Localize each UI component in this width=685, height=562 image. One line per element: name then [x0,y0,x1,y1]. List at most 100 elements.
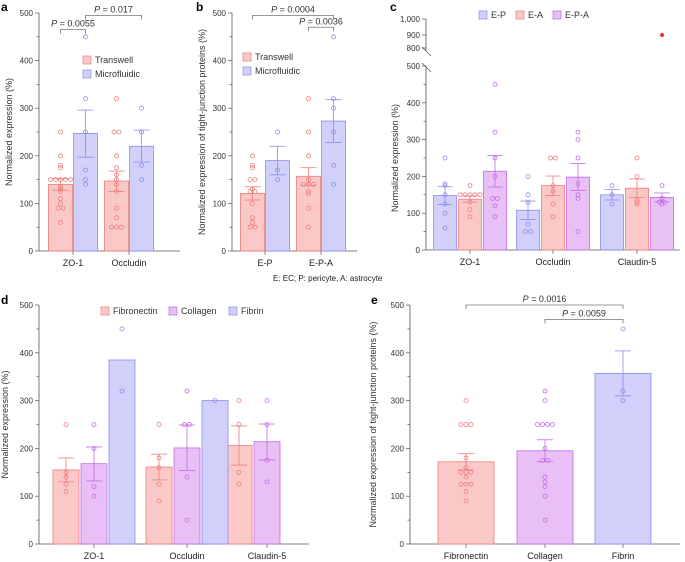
footnote: E: EC; P: pericyte, A: astrocyte [273,274,383,283]
p-value-label: P = 0.017 [94,4,133,14]
data-point [139,162,144,168]
data-point [184,517,190,523]
y-tick-label: 0 [222,247,227,256]
y-tick-label: 100 [20,199,34,208]
legend-swatch-microfluidic [82,69,92,79]
data-point [542,474,548,480]
data-point [467,183,473,189]
data-point [553,155,558,161]
data-point [457,192,463,198]
legend-label: Microfluidic [255,66,301,76]
x-tick-label: Claudin-5 [248,551,287,561]
data-point [442,225,448,231]
data-point [331,105,336,111]
data-point [575,129,581,135]
data-point [114,205,119,211]
data-point [109,224,114,230]
p-value-label: P = 0.0016 [523,294,567,304]
data-point [114,153,119,159]
legend-label: Fibronectin [113,306,158,316]
data-point [306,191,311,197]
y-tick-label: 400 [20,57,34,66]
data-point [114,215,119,221]
x-tick-label: ZO-1 [63,258,84,268]
data-point [442,183,448,189]
panel-letter-c: c [390,0,397,14]
bar-e-p-a [650,196,674,251]
y-tick-label: 200 [391,444,405,453]
data-point [252,177,258,183]
data-point [119,326,125,332]
data-point [620,326,626,332]
bar-fibronectin [225,445,253,545]
data-point [156,481,162,487]
legend-swatch-fibrin [228,306,238,316]
y-tick-label: 100 [213,199,227,208]
data-point [525,173,531,179]
legend-label: Collagen [181,306,217,316]
y-tick-label: 100 [391,492,405,501]
data-point [468,469,474,475]
x-tick-label: Occludin [535,257,570,267]
p-value-label: P = 0.0059 [562,308,606,318]
data-point [58,186,63,192]
data-point [119,388,125,394]
data-point [620,388,626,394]
data-point [550,422,555,427]
p-symbol: P [94,4,100,14]
p-symbol: P [299,16,305,26]
x-tick-label: Fibronectin [444,551,489,561]
data-point [467,199,473,205]
data-point [542,479,548,485]
legend-swatch-fibronectin [100,306,110,316]
data-point [468,481,474,487]
data-point [525,199,531,205]
data-point [156,465,162,470]
bar-microfluidic [73,133,98,252]
data-point [492,203,498,209]
data-point [48,177,53,183]
data-point [91,422,97,427]
data-point [542,398,548,404]
data-point [187,422,192,427]
data-point [525,221,531,227]
p-symbol: P [523,294,529,304]
data-point [477,192,483,198]
y-axis-label: Normalized expression (%) [4,78,14,186]
data-point [545,422,550,427]
data-point [634,155,640,161]
y-axis-label: Normalized expression (%) [0,370,10,478]
legend-label: Fibrin [241,306,264,316]
data-point [463,474,469,480]
bar-e-a [458,198,482,251]
data-point [463,489,469,494]
data-point [156,498,162,504]
y-tick-label: 500 [407,62,421,71]
data-point [252,224,258,230]
data-point [83,177,88,183]
data-point [83,34,88,40]
panel-letter-d: d [1,293,8,307]
data-point [91,493,97,499]
data-point [114,181,119,187]
data-point [311,181,316,187]
data-point [462,192,468,198]
data-point [306,189,311,194]
data-point [250,220,255,225]
data-point [492,214,498,220]
data-point [114,172,119,178]
data-point [463,422,469,427]
p-value: = 0.0036 [305,16,343,26]
bar-microfluidic [129,145,154,252]
data-point [60,205,66,211]
y-tick-label: 100 [20,492,34,501]
y-tick-label: 0 [29,540,34,549]
x-tick-label: Occludin [111,258,146,268]
data-point [620,398,626,404]
data-point [609,183,615,189]
data-point [111,129,117,135]
panel-letter-e: e [371,293,378,307]
data-point [63,489,69,494]
data-point [458,481,464,487]
p-value-label: P = 0.0004 [271,4,315,14]
